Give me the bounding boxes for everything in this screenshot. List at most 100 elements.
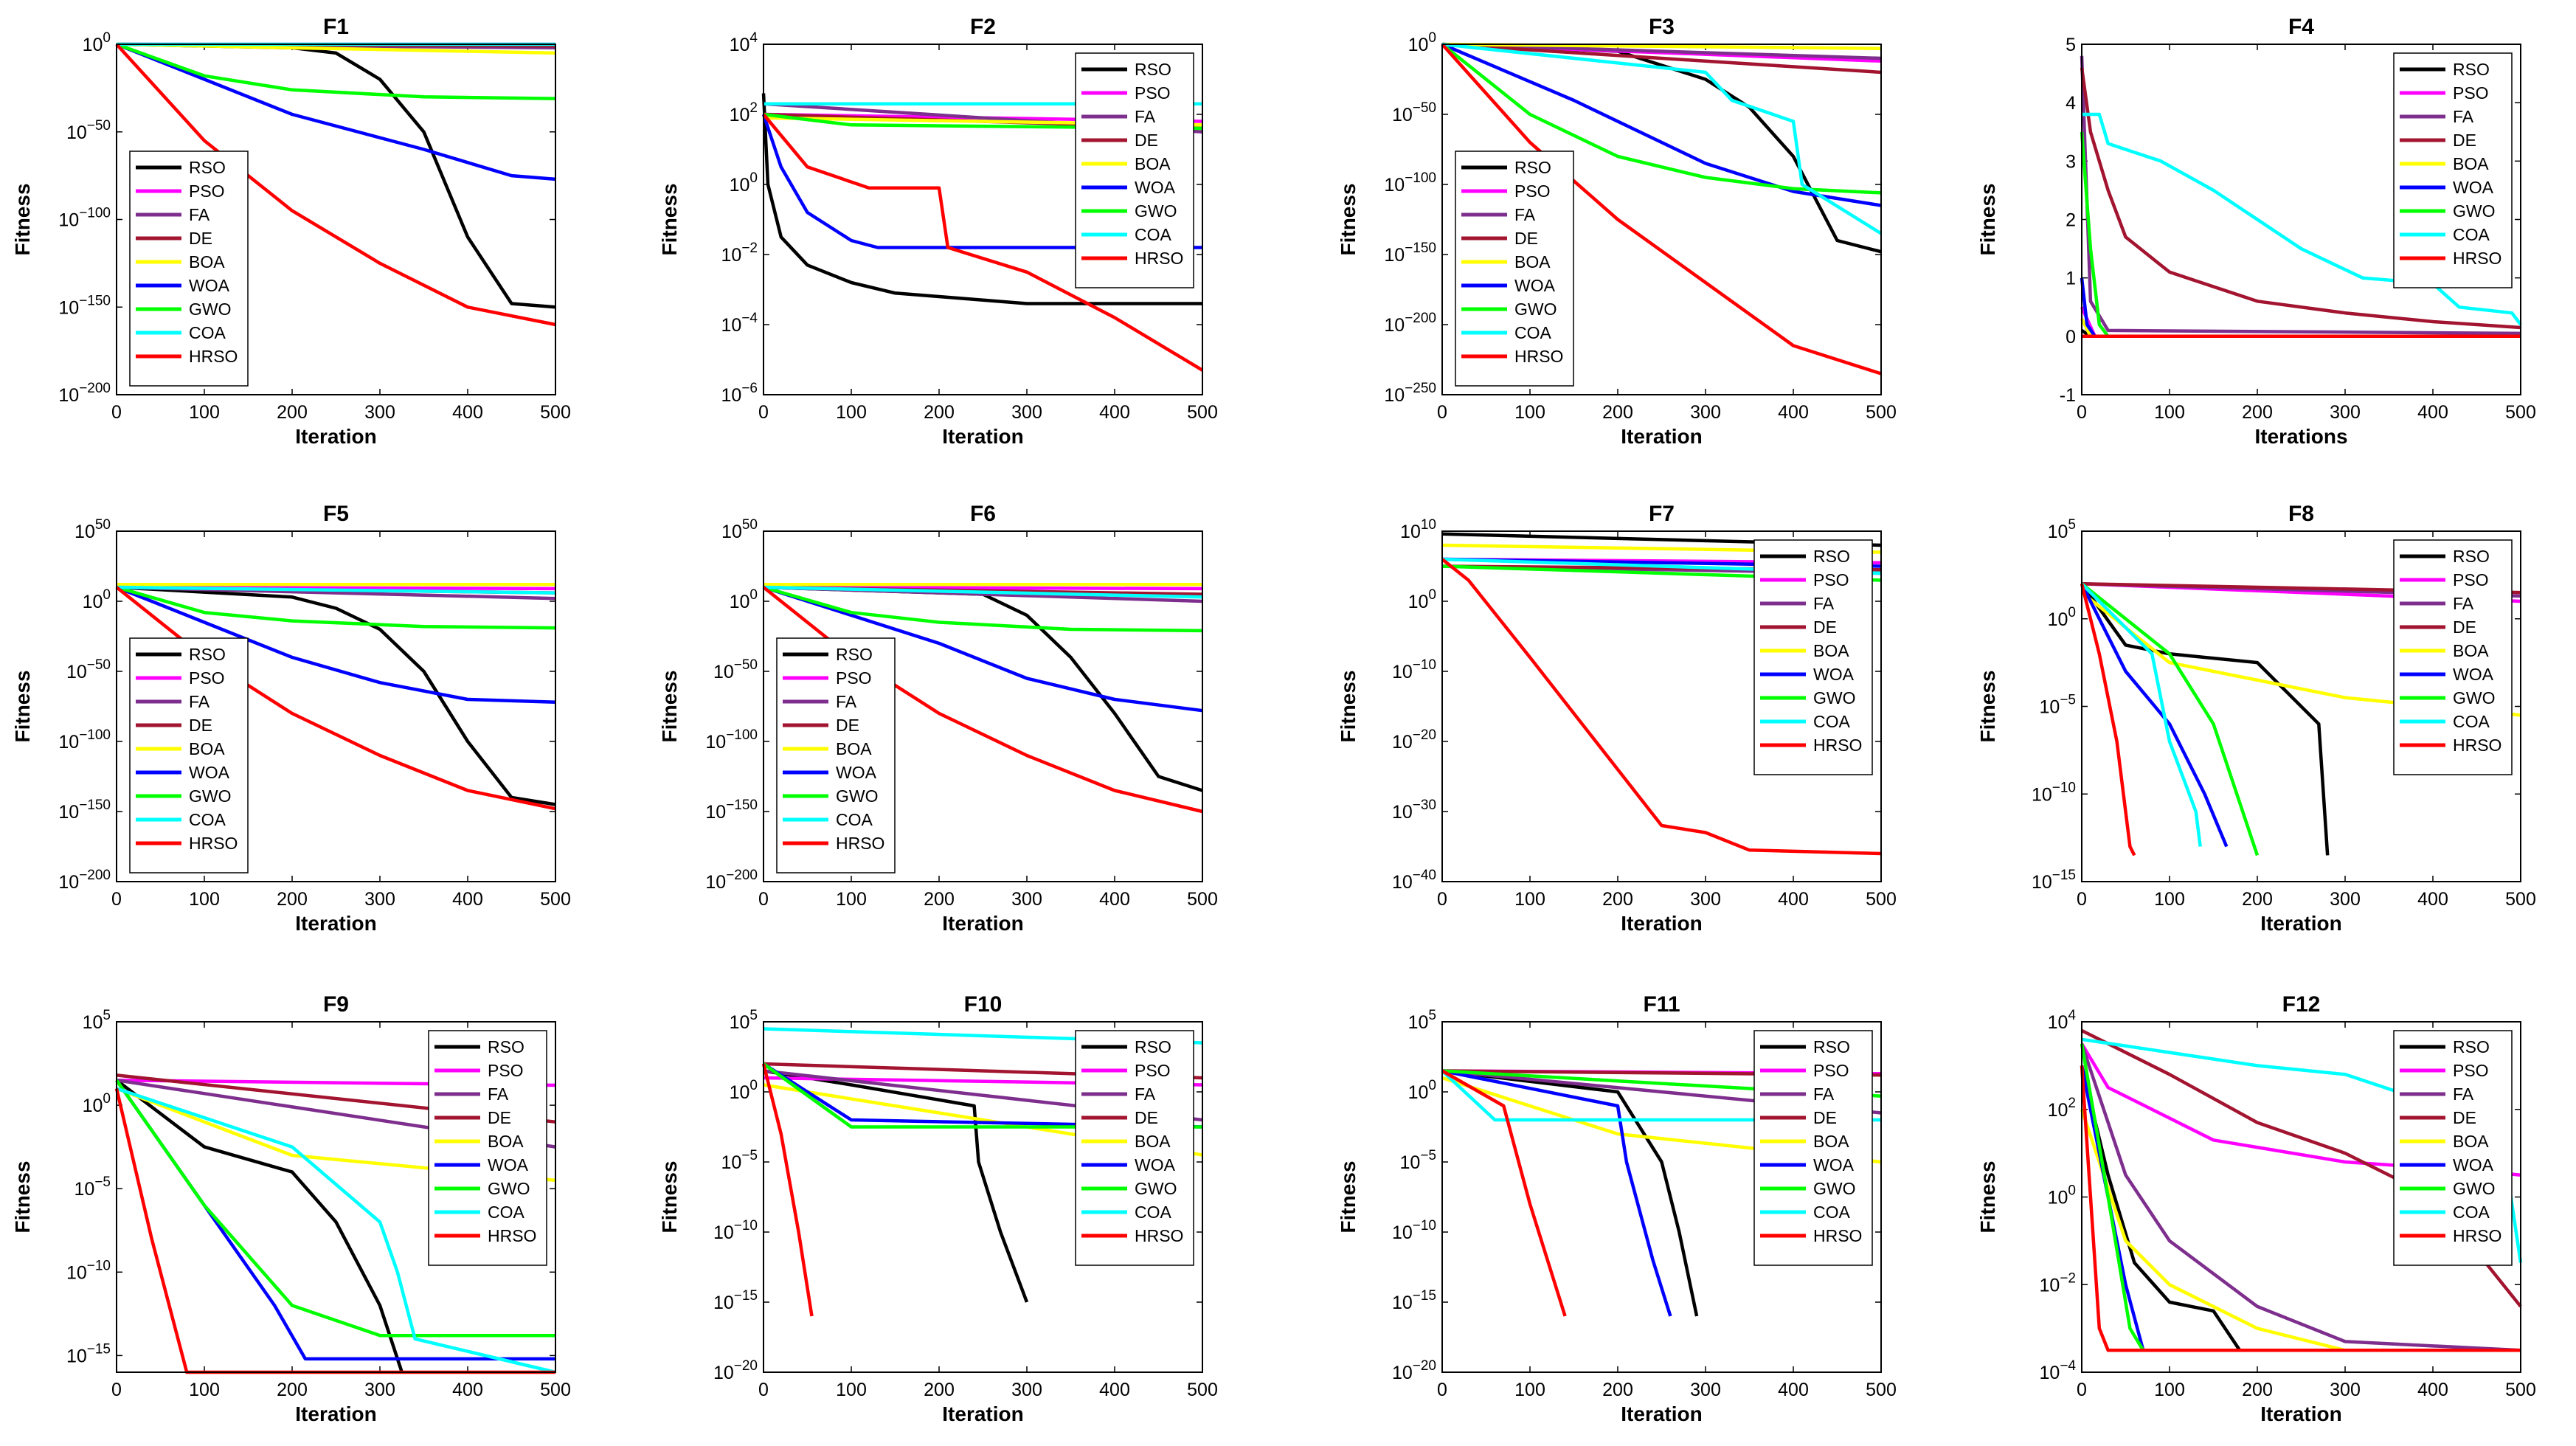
y-tick-label: 10−10 bbox=[66, 1258, 111, 1283]
y-tick-label: 10−5 bbox=[1400, 1148, 1436, 1173]
x-axis-label: Iterations bbox=[2254, 425, 2347, 448]
y-tick-label: 10−250 bbox=[1384, 381, 1436, 406]
legend-label-fa: FA bbox=[1135, 1084, 1156, 1104]
x-tick-label: 300 bbox=[1690, 1380, 1721, 1400]
legend-label-woa: WOA bbox=[2453, 665, 2494, 684]
series-line-hrso bbox=[761, 1063, 814, 1317]
y-tick-label: 10−10 bbox=[1392, 657, 1436, 682]
y-tick-label: 105 bbox=[83, 1008, 111, 1033]
legend-label-woa: WOA bbox=[2453, 178, 2494, 197]
y-axis-label: Fitness bbox=[1337, 1160, 1360, 1233]
x-axis-label: Iteration bbox=[295, 912, 376, 935]
x-tick-label: 400 bbox=[1099, 889, 1130, 910]
x-axis-label: Iteration bbox=[1621, 1402, 1702, 1425]
legend: RSO PSO FA DE BOA WOA GWO COA HRSO bbox=[2393, 539, 2513, 775]
legend-label-de: DE bbox=[1813, 618, 1837, 637]
x-tick-label: 100 bbox=[2154, 889, 2185, 910]
x-tick-label: 200 bbox=[277, 402, 308, 423]
x-tick-label: 100 bbox=[189, 889, 220, 910]
series-line-gwo bbox=[115, 1079, 555, 1338]
plot-frame bbox=[2081, 44, 2521, 395]
x-tick-label: 100 bbox=[2154, 402, 2185, 423]
series-line-hrso bbox=[2080, 1065, 2521, 1352]
x-tick-label: 100 bbox=[1514, 402, 1545, 423]
chart-title: F9 bbox=[323, 992, 349, 1017]
chart-title: F8 bbox=[2288, 502, 2314, 526]
x-tick-label: 0 bbox=[1437, 402, 1447, 423]
legend-label-gwo: GWO bbox=[1514, 300, 1557, 319]
legend-label-pso: PSO bbox=[189, 668, 225, 688]
series-line-de bbox=[2080, 67, 2521, 330]
legend-label-hrso: HRSO bbox=[1135, 249, 1183, 268]
legend-label-de: DE bbox=[2453, 131, 2476, 150]
plot-frame bbox=[1441, 1021, 1882, 1373]
legend-label-gwo: GWO bbox=[189, 300, 232, 319]
y-tick-label: 10−5 bbox=[75, 1175, 111, 1200]
x-tick-label: 0 bbox=[111, 1380, 122, 1400]
x-tick-label: 300 bbox=[364, 1380, 395, 1400]
y-tick-label: -1 bbox=[2060, 385, 2076, 406]
chart-title: F10 bbox=[964, 992, 1003, 1017]
legend-label-hrso: HRSO bbox=[2453, 249, 2501, 268]
x-tick-label: 200 bbox=[2242, 1380, 2273, 1400]
x-tick-label: 200 bbox=[1602, 889, 1633, 910]
y-tick-label: 10−20 bbox=[1392, 727, 1436, 753]
chart-title: F2 bbox=[970, 15, 996, 39]
legend: RSO PSO FA DE BOA WOA GWO COA HRSO bbox=[776, 637, 896, 874]
legend-label-rso: RSO bbox=[189, 158, 226, 177]
chart-title: F11 bbox=[1643, 992, 1680, 1017]
y-tick-label: 100 bbox=[1408, 30, 1436, 55]
y-tick-label: 10−200 bbox=[58, 868, 111, 893]
y-tick-label: 10−2 bbox=[2040, 1270, 2076, 1295]
x-tick-label: 100 bbox=[1514, 889, 1545, 910]
x-tick-label: 0 bbox=[111, 889, 122, 910]
x-axis-label: Iteration bbox=[942, 1402, 1023, 1425]
legend-label-boa: BOA bbox=[1813, 641, 1849, 660]
legend-label-hrso: HRSO bbox=[1514, 347, 1563, 366]
y-axis-label: Fitness bbox=[658, 1160, 681, 1233]
series-line-coa bbox=[763, 585, 1203, 599]
x-tick-label: 200 bbox=[277, 1380, 308, 1400]
y-tick-label: 10−100 bbox=[1384, 170, 1436, 196]
x-tick-label: 0 bbox=[758, 1380, 769, 1400]
y-tick-label: 10−15 bbox=[66, 1341, 111, 1366]
y-tick-label: 10−200 bbox=[705, 868, 758, 893]
legend-label-hrso: HRSO bbox=[189, 347, 238, 366]
x-tick-label: 200 bbox=[277, 889, 308, 910]
legend-label-hrso: HRSO bbox=[836, 834, 884, 853]
y-tick-label: 10−40 bbox=[1392, 868, 1436, 893]
y-tick-label: 5 bbox=[2066, 35, 2076, 55]
legend: RSO PSO FA DE BOA WOA GWO COA HRSO bbox=[1455, 151, 1574, 387]
x-axis-label: Iteration bbox=[2260, 1402, 2341, 1425]
y-tick-label: 4 bbox=[2066, 93, 2076, 114]
legend-label-gwo: GWO bbox=[488, 1179, 530, 1198]
legend-label-woa: WOA bbox=[488, 1155, 529, 1175]
y-tick-label: 10−4 bbox=[2040, 1358, 2077, 1383]
plot-frame bbox=[763, 44, 1203, 395]
legend-label-rso: RSO bbox=[1813, 547, 1850, 566]
x-tick-label: 500 bbox=[540, 1380, 571, 1400]
y-tick-label: 10−10 bbox=[1392, 1218, 1436, 1243]
legend: RSO PSO FA DE BOA WOA GWO COA HRSO bbox=[1753, 1030, 1873, 1266]
legend-label-gwo: GWO bbox=[2453, 688, 2496, 708]
legend-label-coa: COA bbox=[1813, 1203, 1851, 1222]
series-line-hrso bbox=[2080, 583, 2136, 857]
legend-label-rso: RSO bbox=[189, 645, 226, 664]
y-tick-label: 10−150 bbox=[58, 293, 111, 318]
y-tick-label: 10−50 bbox=[66, 657, 111, 682]
series-line-fa bbox=[2080, 1042, 2521, 1352]
x-axis-label: Iteration bbox=[295, 425, 376, 448]
x-tick-label: 100 bbox=[836, 402, 867, 423]
legend-label-fa: FA bbox=[2453, 107, 2474, 126]
legend-label-fa: FA bbox=[1813, 1084, 1835, 1104]
y-tick-label: 100 bbox=[2048, 605, 2076, 630]
x-tick-label: 0 bbox=[2077, 1380, 2087, 1400]
series-line-coa bbox=[116, 585, 556, 595]
chart-panel-f9: 0 100 200 300 400 500 105 100 10−5 10−10 10−15 F9 It… bbox=[11, 992, 571, 1425]
y-tick-label: 100 bbox=[2048, 1183, 2076, 1208]
x-tick-label: 0 bbox=[758, 889, 769, 910]
y-axis-label: Fitness bbox=[658, 183, 681, 255]
chart-title: F4 bbox=[2288, 15, 2314, 39]
chart-panel-f2: 0 100 200 300 400 500 104 102 100 10−2 10−4 10−6 F2 I… bbox=[658, 15, 1218, 448]
x-tick-label: 400 bbox=[2417, 402, 2448, 423]
